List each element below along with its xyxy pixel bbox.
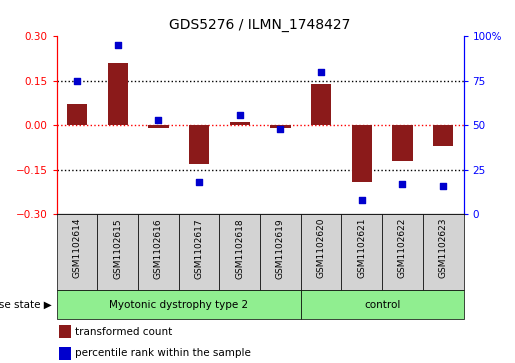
Text: GSM1102618: GSM1102618	[235, 218, 244, 279]
Text: disease state ▶: disease state ▶	[0, 300, 52, 310]
Title: GDS5276 / ILMN_1748427: GDS5276 / ILMN_1748427	[169, 19, 351, 33]
Bar	[341, 214, 382, 290]
Point	[113, 42, 122, 48]
Point	[235, 112, 244, 118]
Text: GSM1102617: GSM1102617	[195, 218, 203, 279]
Text: percentile rank within the sample: percentile rank within the sample	[75, 348, 251, 358]
Bar	[148, 125, 168, 128]
Text: transformed count: transformed count	[75, 327, 172, 337]
Text: control: control	[364, 300, 400, 310]
Text: Myotonic dystrophy type 2: Myotonic dystrophy type 2	[109, 300, 248, 310]
Bar	[59, 347, 71, 360]
Bar	[230, 122, 250, 125]
Text: GSM1102615: GSM1102615	[113, 218, 122, 279]
Bar	[108, 63, 128, 125]
Point	[398, 181, 406, 187]
Bar	[260, 214, 301, 290]
Text: GSM1102614: GSM1102614	[73, 218, 81, 278]
Bar	[270, 125, 290, 128]
Point	[439, 183, 447, 189]
Text: GSM1102619: GSM1102619	[276, 218, 285, 279]
Text: GSM1102621: GSM1102621	[357, 218, 366, 278]
Bar	[301, 290, 464, 319]
Bar	[179, 214, 219, 290]
Bar	[59, 325, 71, 338]
Point	[357, 197, 366, 203]
Text: GSM1102620: GSM1102620	[317, 218, 325, 278]
Bar	[301, 214, 341, 290]
Point	[73, 78, 81, 84]
Bar	[67, 105, 87, 125]
Bar	[97, 214, 138, 290]
Bar	[423, 214, 464, 290]
Point	[276, 126, 284, 132]
Point	[317, 69, 325, 75]
Text: GSM1102623: GSM1102623	[439, 218, 448, 278]
Bar	[219, 214, 260, 290]
Bar	[352, 125, 372, 182]
Text: GSM1102616: GSM1102616	[154, 218, 163, 279]
Bar	[382, 214, 423, 290]
Bar	[392, 125, 413, 161]
Bar	[57, 290, 301, 319]
Bar	[311, 84, 331, 125]
Bar	[433, 125, 453, 146]
Text: GSM1102622: GSM1102622	[398, 218, 407, 278]
Bar	[138, 214, 179, 290]
Bar	[189, 125, 209, 164]
Bar	[57, 214, 97, 290]
Point	[154, 117, 162, 123]
Point	[195, 179, 203, 185]
